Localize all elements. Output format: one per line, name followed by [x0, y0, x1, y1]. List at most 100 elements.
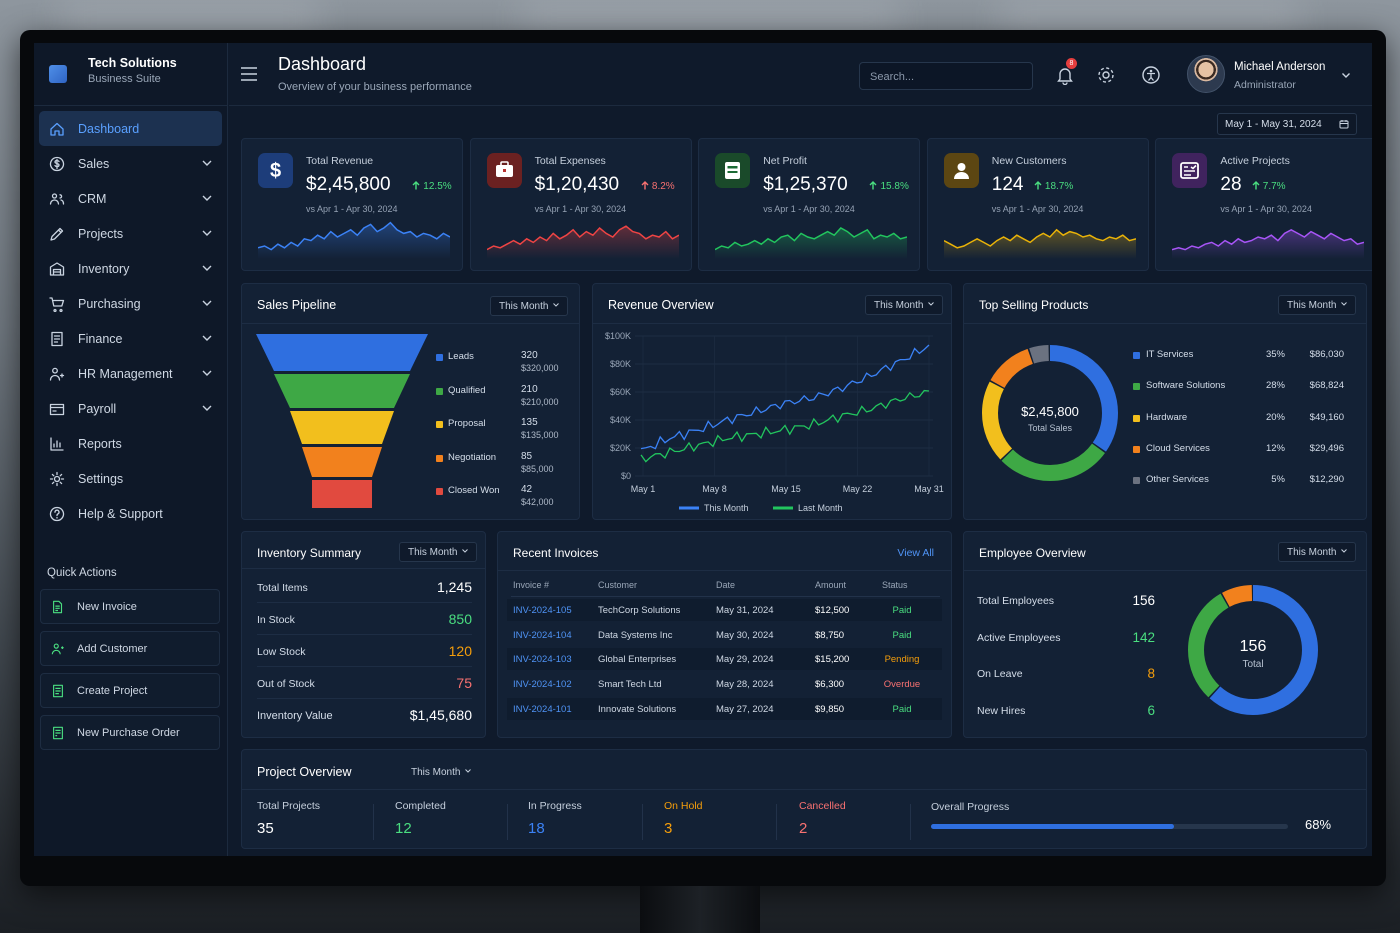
period-dropdown[interactable]: This Month: [1278, 295, 1357, 315]
kpi-card-net-profit[interactable]: Net Profit $1,25,370 15.8% vs Apr 1 - Apr 3…: [698, 138, 921, 271]
legend-swatch: [436, 387, 443, 395]
funnel-stage-proposal[interactable]: [290, 411, 394, 444]
kpi-sparkline: [715, 227, 908, 259]
divider: [257, 666, 472, 667]
funnel-stage-amount: $85,000: [521, 463, 554, 474]
donut-slice-hardware[interactable]: [982, 345, 1118, 481]
user-role: Administrator: [1234, 79, 1296, 91]
funnel-stage-leads[interactable]: [256, 334, 428, 371]
quick-action-new-purchase-order[interactable]: New Purchase Order: [40, 715, 220, 750]
invoice-number-link[interactable]: INV-2024-102: [513, 679, 572, 691]
monitor-stand: [640, 886, 760, 933]
sidebar-item-sales[interactable]: Sales: [39, 146, 222, 181]
kpi-card-active-projects[interactable]: Active Projects 28 7.7% vs Apr 1 - Apr 30, …: [1155, 138, 1372, 271]
quick-action-new-invoice[interactable]: New Invoice: [40, 589, 220, 624]
sidebar-item-dashboard[interactable]: Dashboard: [39, 111, 222, 146]
period-dropdown[interactable]: This Month: [865, 295, 944, 315]
recent-invoices-card: Recent Invoices View All Invoice # Custom…: [497, 531, 952, 738]
table-row[interactable]: [507, 697, 942, 720]
donut-slice-software-solutions[interactable]: [982, 345, 1118, 481]
donut-slice-other[interactable]: [1188, 585, 1318, 715]
invoice-amount: $15,200: [815, 654, 850, 666]
funnel-stage-negotiation[interactable]: [302, 447, 382, 477]
sidebar-item-reports[interactable]: Reports: [39, 426, 222, 461]
period-dropdown[interactable]: This Month: [490, 296, 569, 316]
kpi-change: 18.7%: [1034, 181, 1073, 192]
sales-pipeline-card: Sales Pipeline This Month Leads 320 $320,0…: [241, 283, 580, 520]
cart-icon: [49, 296, 65, 312]
sidebar-item-finance[interactable]: Finance: [39, 321, 222, 356]
user-name[interactable]: Michael Anderson: [1234, 61, 1326, 73]
kpi-sparkline: [943, 228, 1136, 259]
sidebar-item-label: Settings: [78, 471, 124, 486]
quick-action-create-project[interactable]: Create Project: [40, 673, 220, 708]
brand: Tech Solutions Business Suite: [34, 43, 228, 106]
invoice-number-link[interactable]: INV-2024-101: [513, 703, 572, 715]
funnel-stage-name: Closed Won: [448, 485, 500, 496]
column-header: Date: [716, 580, 736, 590]
sidebar-item-payroll[interactable]: Payroll: [39, 391, 222, 426]
revenue-overview-title: Revenue Overview: [608, 298, 714, 312]
period-dropdown[interactable]: This Month: [399, 542, 478, 562]
date-range-picker[interactable]: May 1 - May 31, 2024: [1217, 113, 1357, 135]
sidebar-item-inventory[interactable]: Inventory: [39, 251, 222, 286]
avatar[interactable]: [1187, 55, 1225, 93]
period-dropdown[interactable]: This Month: [402, 762, 480, 782]
sidebar-item-projects[interactable]: Projects: [39, 216, 222, 251]
logo: [49, 65, 67, 83]
briefcase-icon: [486, 153, 522, 188]
kpi-card-total-expenses[interactable]: Total Expenses $1,20,430 8.2% vs Apr 1 - Ap…: [469, 138, 692, 271]
hamburger-menu-icon[interactable]: [241, 67, 257, 81]
accessibility-icon[interactable]: [1141, 65, 1161, 85]
arrow-up-icon: [1034, 181, 1042, 190]
warehouse-icon: [49, 261, 65, 277]
table-row[interactable]: [507, 648, 942, 671]
chevron-down-icon: [202, 405, 212, 411]
inventory-row: Total Items 1,245: [257, 579, 472, 595]
inventory-value: 120: [448, 643, 472, 659]
table-row[interactable]: [507, 599, 942, 621]
arrow-up-icon: [412, 181, 420, 190]
sidebar-item-crm[interactable]: CRM: [39, 181, 222, 216]
invoice-amount: $8,750: [815, 629, 845, 641]
bell-icon[interactable]: [1055, 65, 1075, 85]
invoice-number-link[interactable]: INV-2024-105: [513, 605, 572, 616]
employee-donut-chart: [1188, 585, 1318, 715]
payroll-icon: [49, 401, 65, 417]
chevron-down-icon[interactable]: [1341, 70, 1351, 80]
quick-action-add-customer[interactable]: Add Customer: [40, 631, 220, 666]
chevron-down-icon: [202, 195, 212, 201]
product-amount: $68,824: [1309, 380, 1344, 392]
funnel-stage-qualified[interactable]: [274, 374, 410, 408]
period-dropdown[interactable]: This Month: [1278, 542, 1357, 562]
view-all-link[interactable]: View All: [897, 547, 934, 559]
kpi-card-new-customers[interactable]: New Customers 124 18.7% vs Apr 1 - Apr 30, …: [926, 138, 1149, 271]
sidebar-item-help-support[interactable]: Help & Support: [39, 496, 222, 531]
y-tick-label: $20K: [610, 443, 631, 453]
divider: [242, 568, 485, 569]
sidebar-item-label: CRM: [78, 191, 107, 206]
funnel-stage-name: Proposal: [448, 418, 486, 429]
kpi-card-total-revenue[interactable]: $ Total Revenue $2,45,800 12.5% vs Apr 1 - A…: [241, 138, 463, 271]
invoice-number-link[interactable]: INV-2024-103: [513, 654, 572, 666]
sidebar-item-settings[interactable]: Settings: [39, 461, 222, 496]
sidebar-item-hr-management[interactable]: HR Management: [39, 356, 222, 391]
status-badge: Paid: [892, 605, 912, 616]
invoice-customer: Data Systems Inc: [598, 629, 673, 641]
quick-action-label: New Purchase Order: [77, 726, 180, 739]
gear-icon[interactable]: [1096, 65, 1116, 85]
chevron-down-icon: [202, 160, 212, 166]
donut-slice-active[interactable]: [1188, 585, 1318, 715]
invoice-number-link[interactable]: INV-2024-104: [513, 629, 572, 641]
funnel-stage-closed-won[interactable]: [312, 480, 372, 508]
inventory-value: $1,45,680: [409, 707, 472, 723]
legend-swatch: [436, 454, 443, 462]
search-input[interactable]: Search...: [859, 62, 1033, 90]
legend-swatch: [1133, 414, 1140, 422]
sidebar-item-purchasing[interactable]: Purchasing: [39, 286, 222, 321]
inventory-label: Total Items: [257, 582, 308, 594]
kpi-change: 15.8%: [869, 181, 909, 192]
divider: [257, 698, 472, 699]
donut-slice-it-services[interactable]: [982, 345, 1118, 481]
invoice-customer: Global Enterprises: [598, 654, 677, 666]
